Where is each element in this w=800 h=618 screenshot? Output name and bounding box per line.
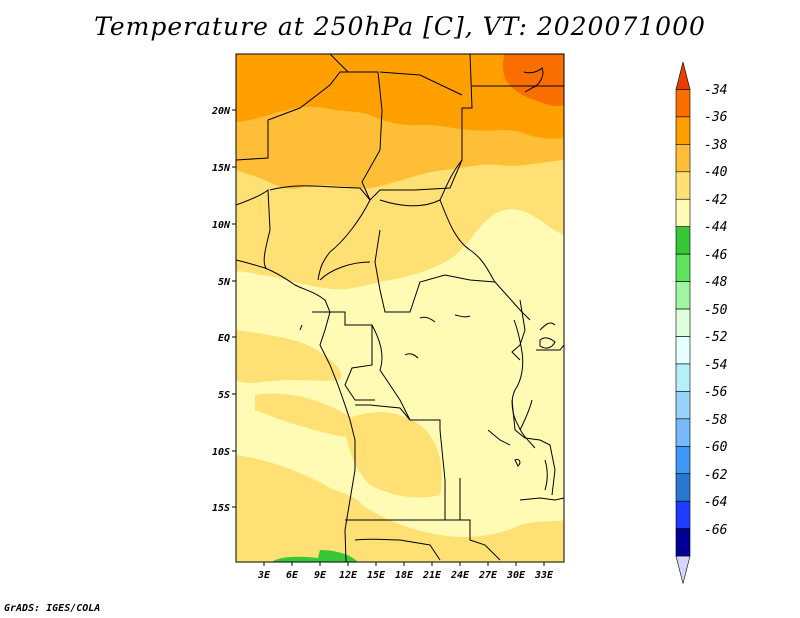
- lat-label: EQ: [218, 333, 230, 344]
- colorbar-swatch: [675, 363, 691, 392]
- colorbar-swatch: [675, 500, 691, 529]
- colorbar-swatch: [675, 171, 691, 200]
- colorbar-swatch: [675, 61, 691, 90]
- colorbar-label: -50: [704, 303, 728, 318]
- grads-credit: GrADS: IGES/COLA: [4, 603, 101, 614]
- chart-title: Temperature at 250hPa [C], VT: 202007100…: [94, 12, 706, 41]
- colorbar-label: -66: [704, 523, 728, 538]
- colorbar-swatch: [675, 391, 691, 420]
- colorbar-label: -52: [704, 330, 728, 345]
- lon-label: 6E: [286, 570, 299, 581]
- lon-label: 27E: [478, 570, 498, 581]
- colorbar-swatch: [675, 281, 691, 310]
- longitude-labels: 3E 6E 9E 12E 15E 18E 21E 24E 27E 30E 33E: [257, 570, 554, 581]
- colorbar-swatch: [675, 555, 691, 584]
- lat-label: 15N: [212, 163, 231, 174]
- colorbar-label: -40: [704, 165, 728, 180]
- colorbar-label: -36: [704, 110, 728, 125]
- contour-zone-minus44: [272, 550, 358, 562]
- map-frame: [235, 53, 565, 563]
- colorbar-swatch: [675, 116, 691, 145]
- colorbar-label: -56: [704, 385, 728, 400]
- lon-label: 3E: [257, 570, 271, 581]
- colorbar-swatch: [675, 473, 691, 502]
- colorbar-labels: -34 -36 -38 -40 -42 -44 -46 -48 -50 -52 …: [704, 83, 728, 538]
- colorbar-label: -60: [704, 440, 728, 455]
- colorbar-label: -62: [704, 468, 728, 483]
- contour-zone-minus40-band1: [236, 330, 342, 384]
- colorbar: -34 -36 -38 -40 -42 -44 -46 -48 -50 -52 …: [675, 61, 728, 584]
- lon-label: 24E: [450, 570, 470, 581]
- colorbar-swatch: [675, 308, 691, 337]
- colorbar-swatch: [675, 336, 691, 365]
- axis-ticks: [232, 109, 545, 566]
- colorbar-label: -64: [704, 495, 727, 510]
- lat-label: 15S: [212, 503, 230, 514]
- colorbar-swatch: [675, 198, 691, 228]
- colorbar-swatches: [675, 61, 691, 584]
- lat-label: 10N: [212, 220, 231, 231]
- colorbar-label: -42: [704, 193, 728, 208]
- colorbar-swatch: [675, 253, 691, 282]
- colorbar-swatch: [675, 226, 691, 255]
- colorbar-swatch: [675, 445, 691, 475]
- lon-label: 30E: [506, 570, 526, 581]
- country-borders: [235, 53, 565, 561]
- latitude-labels: 20N 15N 10N 5N EQ 5S 10S 15S: [211, 106, 231, 514]
- colorbar-label: -48: [704, 275, 728, 290]
- contour-zone-minus40-angola: [345, 412, 442, 498]
- map-plot: 3E 6E 9E 12E 15E 18E 21E 24E 27E 30E 33E…: [211, 53, 565, 581]
- coastlines: [235, 67, 556, 563]
- contour-zone-minus36: [236, 54, 564, 139]
- lon-label: 12E: [339, 570, 358, 581]
- colorbar-label: -44: [704, 220, 727, 235]
- lon-label: 33E: [534, 570, 554, 581]
- lon-label: 18E: [395, 570, 414, 581]
- colorbar-swatch: [675, 89, 691, 118]
- lon-label: 9E: [314, 570, 327, 581]
- lon-label: 21E: [422, 570, 442, 581]
- colorbar-label: -46: [704, 248, 728, 263]
- colorbar-label: -54: [704, 358, 727, 373]
- colorbar-swatch: [675, 144, 691, 173]
- contour-zone-minus40-south: [236, 455, 564, 562]
- lat-label: 10S: [212, 447, 230, 458]
- lat-label: 5S: [218, 390, 230, 401]
- lat-label: 20N: [211, 106, 231, 117]
- lon-label: 15E: [367, 570, 386, 581]
- lat-label: 5N: [218, 277, 231, 288]
- contour-zone-minus40-band2: [255, 393, 360, 437]
- colorbar-label: -38: [704, 138, 728, 153]
- colorbar-label: -58: [704, 413, 728, 428]
- colorbar-label: -34: [704, 83, 727, 98]
- colorbar-swatch: [675, 418, 691, 447]
- contour-zone-minus34: [502, 54, 564, 107]
- colorbar-swatch: [675, 528, 691, 557]
